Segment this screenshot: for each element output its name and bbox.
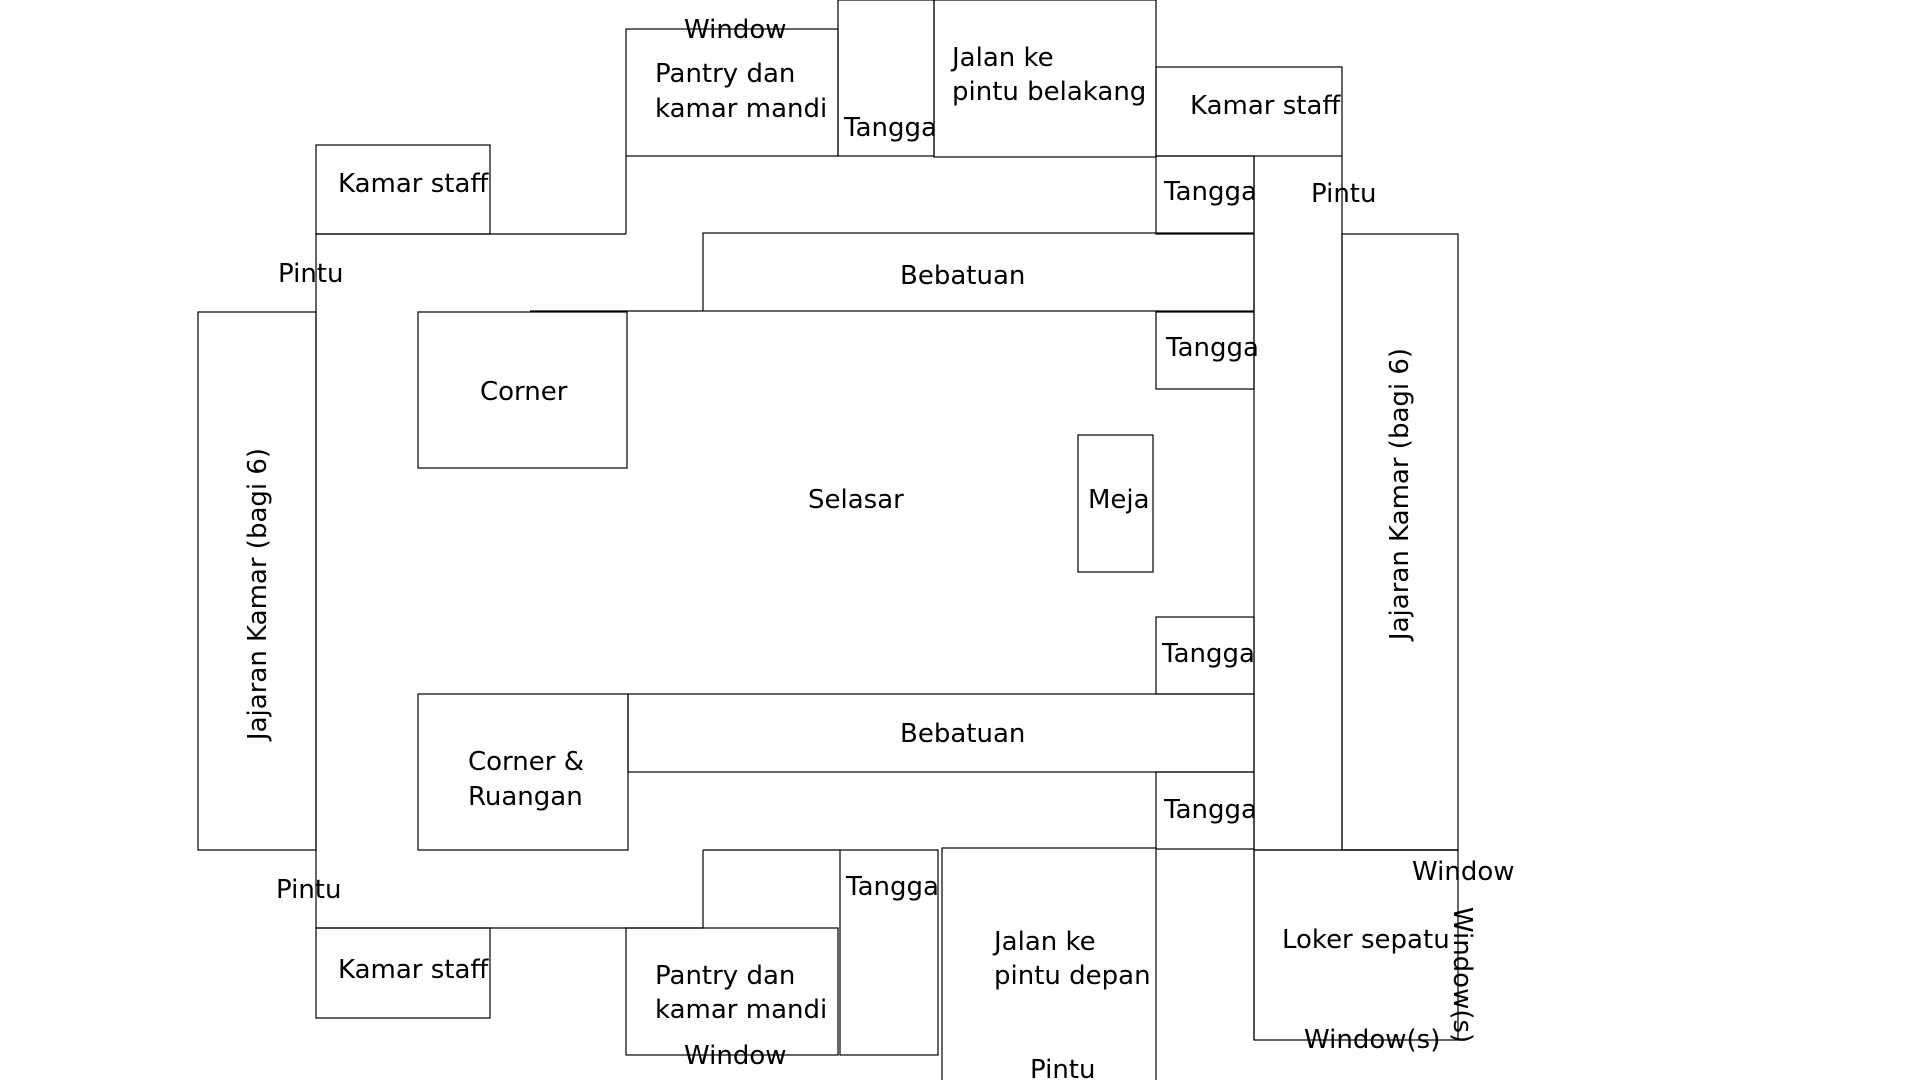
- label-pintu-bottom: Pintu: [1030, 1055, 1095, 1080]
- label-corner: Corner: [480, 377, 568, 407]
- label-jalan-belakang-line2: pintu belakang: [952, 77, 1146, 107]
- label-jalan-belakang-line1: Jalan ke: [950, 43, 1054, 73]
- pantry-bottom-room: [625, 927, 839, 1056]
- label-kamar-staff-top-left: Kamar staff: [338, 169, 489, 199]
- label-jajaran-kamar-right: Jajaran Kamar (bagi 6): [1385, 348, 1415, 642]
- corner-room: [417, 311, 628, 469]
- label-tangga-mid-upper: Tangga: [1165, 333, 1259, 363]
- label-pintu-top-left: Pintu: [278, 259, 343, 289]
- label-windows-right: Window(s): [1447, 907, 1477, 1043]
- tangga-mid-upper-room: [1155, 311, 1255, 390]
- label-tangga-top: Tangga: [843, 113, 937, 143]
- label-windows-bottom: Window(s): [1304, 1025, 1440, 1055]
- label-corner-ruangan-line2: Ruangan: [468, 782, 583, 812]
- label-pantry-top-line2: kamar mandi: [655, 94, 827, 124]
- label-pintu-top-right: Pintu: [1311, 179, 1376, 209]
- bebatuan-bottom-room: [627, 693, 1255, 773]
- jajaran-kamar-left-room: [197, 311, 317, 851]
- label-bebatuan-bottom: Bebatuan: [900, 719, 1025, 749]
- label-window-bottom: Window: [684, 1041, 787, 1071]
- label-tangga-bottom: Tangga: [845, 872, 939, 902]
- label-window-right-top: Window: [1412, 857, 1515, 887]
- label-pintu-bottom-left: Pintu: [276, 875, 341, 905]
- label-tangga-lower: Tangga: [1163, 795, 1257, 825]
- label-jalan-depan-line1: Jalan ke: [992, 927, 1096, 957]
- label-meja: Meja: [1088, 485, 1150, 515]
- label-pantry-top-line1: Pantry dan: [655, 59, 795, 89]
- label-pantry-bottom-line1: Pantry dan: [655, 961, 795, 991]
- label-window-top: Window: [684, 15, 787, 45]
- label-bebatuan-top: Bebatuan: [900, 261, 1025, 291]
- loker-sepatu-room: [1253, 849, 1459, 1041]
- label-jajaran-kamar-left: Jajaran Kamar (bagi 6): [243, 448, 273, 742]
- label-tangga-mid-lower: Tangga: [1161, 639, 1255, 669]
- label-kamar-staff-top-right: Kamar staff: [1190, 91, 1341, 121]
- label-corner-ruangan-line1: Corner &: [468, 747, 584, 777]
- label-pantry-bottom-line2: kamar mandi: [655, 995, 827, 1025]
- jalan-depan-room: [941, 847, 1157, 1080]
- meja-room: [1077, 434, 1154, 573]
- pantry-top-room: [625, 28, 839, 157]
- label-selasar: Selasar: [808, 485, 904, 515]
- label-kamar-staff-bottom: Kamar staff: [338, 955, 489, 985]
- label-loker-sepatu: Loker sepatu: [1282, 925, 1450, 955]
- kamar-staff-bottom-room: [315, 927, 491, 1019]
- label-jalan-depan-line2: pintu depan: [994, 961, 1151, 991]
- label-tangga-top-right: Tangga: [1163, 177, 1257, 207]
- tangga-bottom-room: [839, 849, 939, 1056]
